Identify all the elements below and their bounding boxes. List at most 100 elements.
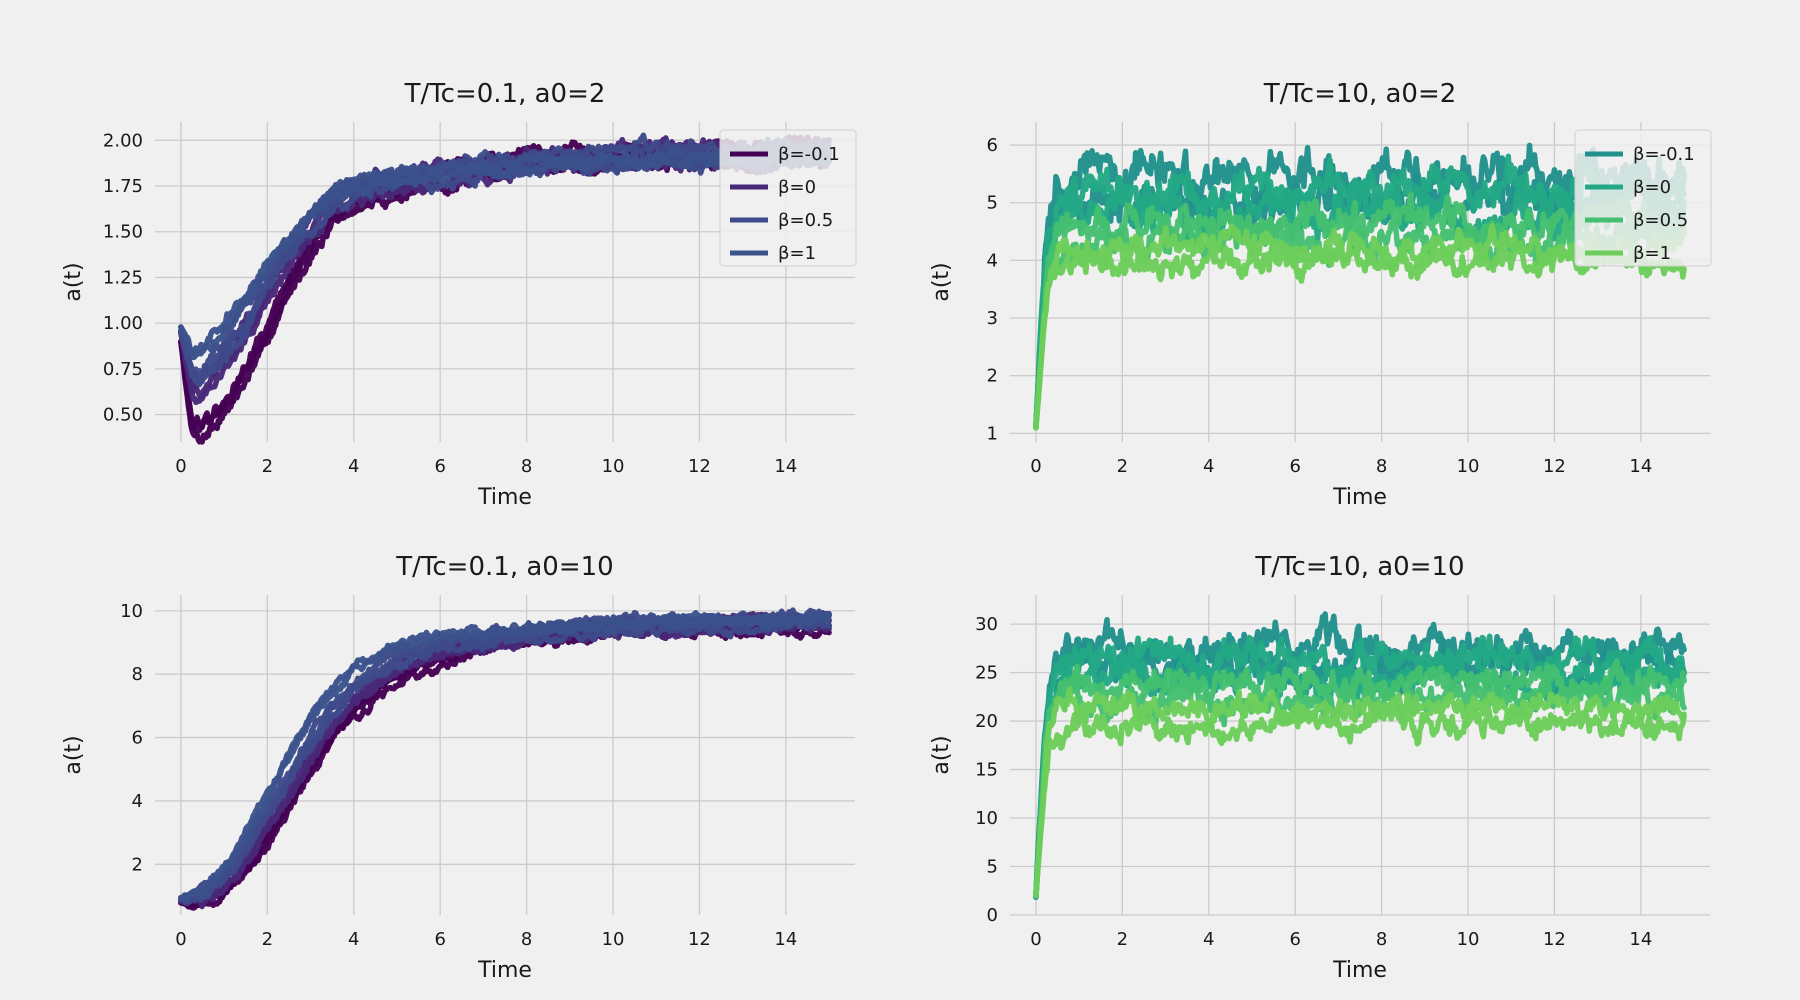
x-tick-label: 6 [1289, 929, 1300, 950]
y-tick-label: 5 [987, 193, 998, 214]
y-tick-label: 2 [987, 366, 998, 387]
x-tick-label: 14 [1629, 929, 1652, 950]
x-tick-label: 10 [1457, 929, 1480, 950]
y-axis-label: a(t) [61, 262, 86, 301]
x-tick-label: 10 [1457, 456, 1480, 477]
y-tick-label: 1.75 [103, 176, 143, 197]
panel-top-left: 0 2 4 6 8 10 12 14 0.50 0.75 1.00 1.25 1.50 1.75 2.00 T… [61, 79, 857, 510]
y-tick-label: 15 [975, 760, 998, 781]
x-tick-label: 8 [1376, 456, 1387, 477]
y-axis-label: a(t) [929, 262, 954, 301]
y-tick-label: 20 [975, 711, 998, 732]
chart-title: T/Tc=0.1, a0=10 [395, 552, 613, 582]
series-line [178, 612, 832, 907]
chart-title: T/Tc=10, a0=2 [1263, 79, 1457, 109]
series-line [1033, 658, 1687, 898]
y-tick-label: 6 [132, 728, 143, 749]
legend: β=-0.1 β=0 β=0.5 β=1 [719, 129, 857, 267]
legend-entry: β=1 [778, 243, 816, 264]
chart-title: T/Tc=0.1, a0=2 [404, 79, 606, 109]
y-tick-label: 1.25 [103, 267, 143, 288]
y-tick-label: 10 [975, 808, 998, 829]
x-tick-label: 10 [602, 456, 625, 477]
series-line [1033, 633, 1687, 900]
x-tick-label: 12 [688, 456, 711, 477]
series-line [178, 622, 832, 911]
x-tick-label: 4 [1203, 929, 1214, 950]
x-tick-label: 12 [688, 929, 711, 950]
y-tick-label: 6 [987, 135, 998, 156]
series-line [178, 608, 832, 901]
y-tick-label: 25 [975, 663, 998, 684]
y-tick-label: 0.50 [103, 405, 143, 426]
y-tick-label: 5 [987, 857, 998, 878]
series-line [1033, 699, 1687, 899]
legend-entry: β=0.5 [778, 210, 833, 231]
x-tick-label: 4 [348, 929, 359, 950]
y-axis-label: a(t) [61, 735, 86, 774]
x-tick-label: 4 [1203, 456, 1214, 477]
y-tick-label: 4 [987, 250, 998, 271]
x-tick-label: 10 [602, 929, 625, 950]
series-4 [178, 608, 832, 901]
legend-entry: β=-0.1 [1633, 144, 1695, 165]
y-tick-label: 2.00 [103, 130, 143, 151]
series-2 [178, 610, 832, 910]
x-tick-label: 14 [774, 929, 797, 950]
y-tick-label: 1 [987, 423, 998, 444]
legend: β=-0.1 β=0 β=0.5 β=1 [1574, 129, 1712, 267]
series-line [178, 615, 832, 905]
y-tick-label: 3 [987, 308, 998, 329]
x-tick-label: 12 [1543, 456, 1566, 477]
x-tick-label: 8 [521, 929, 532, 950]
series-3 [178, 607, 832, 907]
y-tick-label: 2 [132, 854, 143, 875]
y-tick-label: 1.50 [103, 222, 143, 243]
x-tick-label: 12 [1543, 929, 1566, 950]
x-tick-label: 0 [1030, 456, 1041, 477]
x-tick-label: 8 [1376, 929, 1387, 950]
x-tick-label: 4 [348, 456, 359, 477]
x-tick-label: 14 [1629, 456, 1652, 477]
x-tick-label: 2 [262, 929, 273, 950]
x-axis-label: Time [1332, 485, 1387, 510]
legend-entry: β=0.5 [1633, 210, 1688, 231]
x-tick-label: 2 [1117, 929, 1128, 950]
x-tick-label: 6 [434, 929, 445, 950]
y-tick-label: 30 [975, 614, 998, 635]
y-tick-label: 8 [132, 664, 143, 685]
series-4 [1033, 686, 1687, 899]
panel-bottom-left: 0 2 4 6 8 10 12 14 2 4 6 8 10 T/Tc=0.1, a0=10 Time a(t) [61, 552, 855, 983]
legend-box [719, 129, 857, 267]
y-tick-label: 4 [132, 791, 143, 812]
plot-area [1033, 611, 1687, 901]
y-tick-label: 0.75 [103, 359, 143, 380]
x-axis-label: Time [1332, 958, 1387, 983]
series-line [178, 612, 832, 903]
y-tick-label: 1.00 [103, 313, 143, 334]
legend-box [1574, 129, 1712, 267]
x-tick-label: 0 [175, 456, 186, 477]
x-axis-label: Time [477, 958, 532, 983]
legend-entry: β=-0.1 [778, 144, 840, 165]
x-tick-label: 2 [1117, 456, 1128, 477]
series-line [1033, 240, 1687, 431]
series-line [178, 617, 832, 907]
panel-bottom-right: 0 2 4 6 8 10 12 14 0 5 10 15 20 25 30 T/Tc=10, a0=10 Tim… [929, 552, 1710, 983]
x-tick-label: 2 [262, 456, 273, 477]
y-tick-label: 10 [120, 601, 143, 622]
x-tick-label: 0 [175, 929, 186, 950]
legend-entry: β=1 [1633, 243, 1671, 264]
series-line [178, 612, 832, 901]
x-axis-label: Time [477, 485, 532, 510]
chart-title: T/Tc=10, a0=10 [1254, 552, 1464, 582]
legend-entry: β=0 [778, 177, 816, 198]
y-tick-label: 0 [987, 905, 998, 926]
series-line [178, 610, 832, 905]
x-tick-label: 6 [434, 456, 445, 477]
x-tick-label: 8 [521, 456, 532, 477]
x-tick-label: 14 [774, 456, 797, 477]
plot-area [178, 607, 832, 911]
